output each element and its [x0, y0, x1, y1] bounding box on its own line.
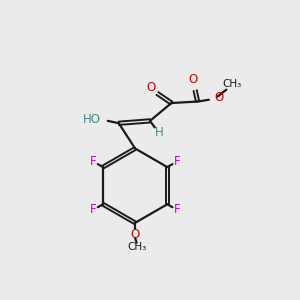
Text: CH₃: CH₃: [222, 79, 242, 89]
Text: F: F: [90, 203, 97, 216]
Text: HO: HO: [83, 112, 101, 126]
Text: O: O: [214, 92, 224, 104]
Text: O: O: [147, 81, 156, 94]
Text: O: O: [130, 228, 140, 241]
Text: F: F: [174, 203, 180, 216]
Text: H: H: [154, 126, 163, 139]
Text: CH₃: CH₃: [127, 242, 146, 252]
Text: F: F: [174, 155, 180, 168]
Text: F: F: [90, 155, 97, 168]
Text: O: O: [189, 74, 198, 86]
